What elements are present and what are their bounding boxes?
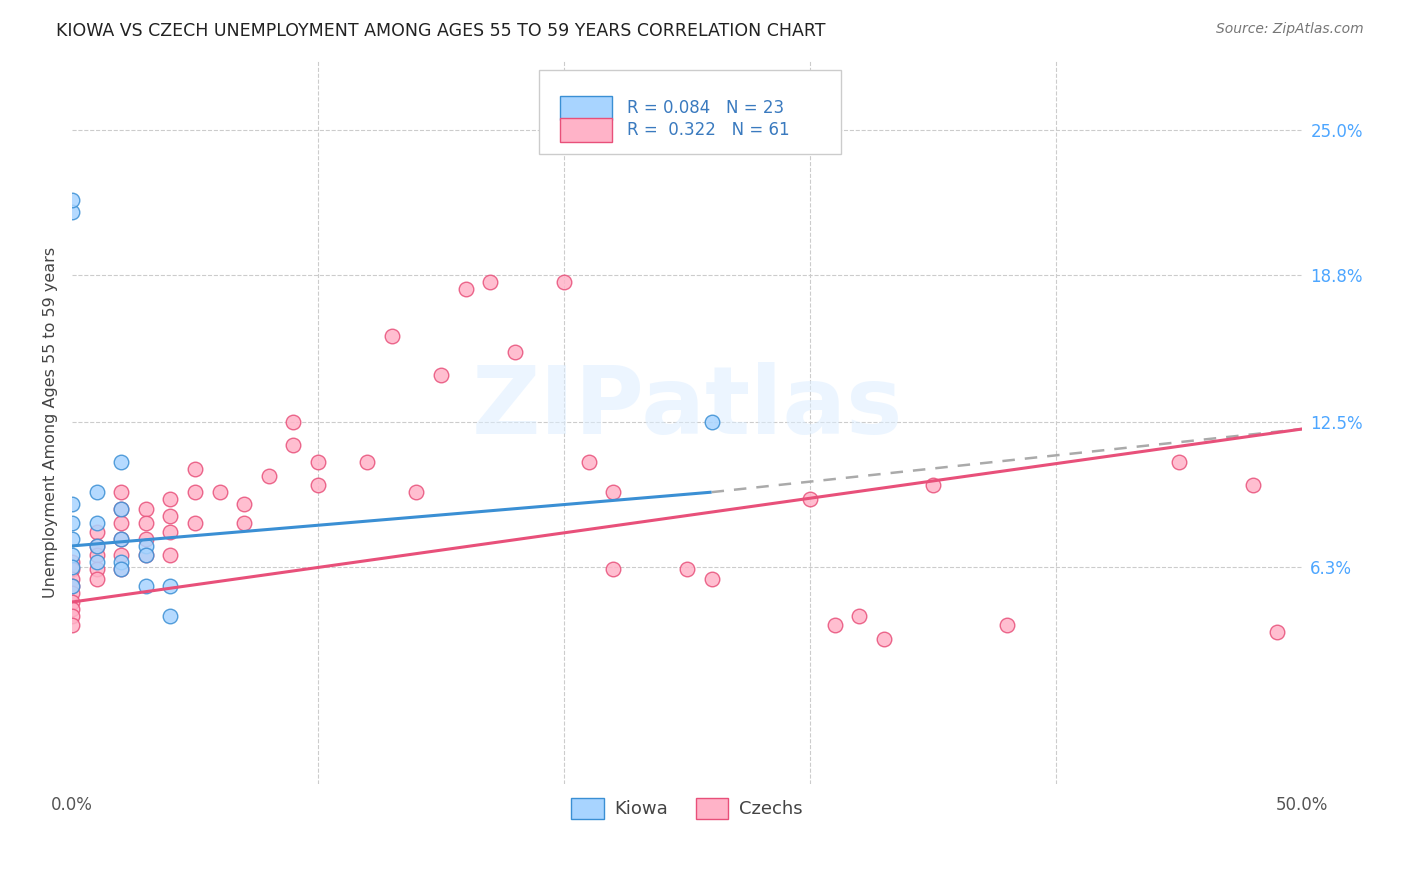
Point bbox=[86, 539, 108, 553]
Point bbox=[86, 485, 108, 500]
Text: ZIPatlas: ZIPatlas bbox=[471, 361, 903, 453]
Point bbox=[86, 562, 108, 576]
Point bbox=[430, 368, 453, 383]
Point bbox=[184, 462, 207, 476]
Point bbox=[110, 485, 132, 500]
Point bbox=[86, 572, 108, 586]
Point bbox=[110, 516, 132, 530]
Text: R = 0.084   N = 23: R = 0.084 N = 23 bbox=[627, 99, 783, 117]
Point bbox=[307, 455, 329, 469]
Point bbox=[454, 282, 477, 296]
Point bbox=[1265, 625, 1288, 640]
Point bbox=[602, 562, 624, 576]
Point bbox=[110, 501, 132, 516]
Point bbox=[159, 609, 181, 624]
FancyBboxPatch shape bbox=[560, 118, 612, 142]
Point bbox=[159, 492, 181, 507]
Point bbox=[110, 562, 132, 576]
Point bbox=[60, 572, 83, 586]
Point bbox=[184, 516, 207, 530]
Point bbox=[602, 485, 624, 500]
Point bbox=[283, 438, 305, 452]
Point bbox=[60, 560, 83, 574]
Point bbox=[233, 516, 256, 530]
Point bbox=[60, 579, 83, 593]
Point bbox=[848, 609, 870, 624]
Point bbox=[86, 524, 108, 539]
Point bbox=[208, 485, 231, 500]
Point bbox=[110, 549, 132, 563]
Legend: Kiowa, Czechs: Kiowa, Czechs bbox=[564, 791, 810, 826]
Point bbox=[159, 549, 181, 563]
Text: KIOWA VS CZECH UNEMPLOYMENT AMONG AGES 55 TO 59 YEARS CORRELATION CHART: KIOWA VS CZECH UNEMPLOYMENT AMONG AGES 5… bbox=[56, 22, 825, 40]
Point bbox=[110, 455, 132, 469]
Point bbox=[700, 572, 723, 586]
Point bbox=[184, 485, 207, 500]
Point bbox=[1241, 478, 1264, 492]
Point bbox=[159, 524, 181, 539]
Point bbox=[922, 478, 945, 492]
Point bbox=[60, 602, 83, 616]
Point bbox=[60, 562, 83, 576]
Point bbox=[257, 468, 280, 483]
Point bbox=[135, 532, 157, 546]
Point bbox=[60, 532, 83, 546]
Point bbox=[503, 344, 526, 359]
Point bbox=[60, 555, 83, 569]
Point bbox=[135, 539, 157, 553]
Point bbox=[60, 585, 83, 599]
Y-axis label: Unemployment Among Ages 55 to 59 years: Unemployment Among Ages 55 to 59 years bbox=[44, 246, 58, 598]
Point bbox=[135, 549, 157, 563]
Point bbox=[479, 275, 502, 289]
Point bbox=[86, 549, 108, 563]
Point bbox=[356, 455, 378, 469]
Point bbox=[60, 618, 83, 632]
FancyBboxPatch shape bbox=[560, 95, 612, 120]
Point bbox=[60, 204, 83, 219]
Point bbox=[60, 549, 83, 563]
Point bbox=[110, 555, 132, 569]
Point bbox=[110, 501, 132, 516]
Point bbox=[86, 555, 108, 569]
Point bbox=[578, 455, 600, 469]
Point bbox=[233, 497, 256, 511]
Point bbox=[110, 562, 132, 576]
Point bbox=[799, 492, 821, 507]
Point bbox=[86, 516, 108, 530]
Point bbox=[159, 508, 181, 523]
Text: Source: ZipAtlas.com: Source: ZipAtlas.com bbox=[1216, 22, 1364, 37]
Point bbox=[405, 485, 427, 500]
Point bbox=[60, 516, 83, 530]
Point bbox=[676, 562, 699, 576]
Point bbox=[824, 618, 846, 632]
Point bbox=[60, 579, 83, 593]
Point bbox=[283, 415, 305, 429]
Point bbox=[159, 579, 181, 593]
Point bbox=[135, 579, 157, 593]
Point bbox=[381, 328, 404, 343]
Point bbox=[110, 532, 132, 546]
Point bbox=[873, 632, 896, 647]
Point bbox=[60, 497, 83, 511]
Point bbox=[60, 595, 83, 609]
Point bbox=[110, 532, 132, 546]
FancyBboxPatch shape bbox=[540, 70, 841, 153]
Point bbox=[86, 539, 108, 553]
Point bbox=[553, 275, 575, 289]
Point bbox=[135, 501, 157, 516]
Point bbox=[307, 478, 329, 492]
Point bbox=[1167, 455, 1189, 469]
Point bbox=[700, 415, 723, 429]
Point bbox=[135, 549, 157, 563]
Point bbox=[995, 618, 1018, 632]
Point bbox=[60, 609, 83, 624]
Point bbox=[135, 516, 157, 530]
Text: R =  0.322   N = 61: R = 0.322 N = 61 bbox=[627, 120, 789, 138]
Point bbox=[60, 193, 83, 207]
